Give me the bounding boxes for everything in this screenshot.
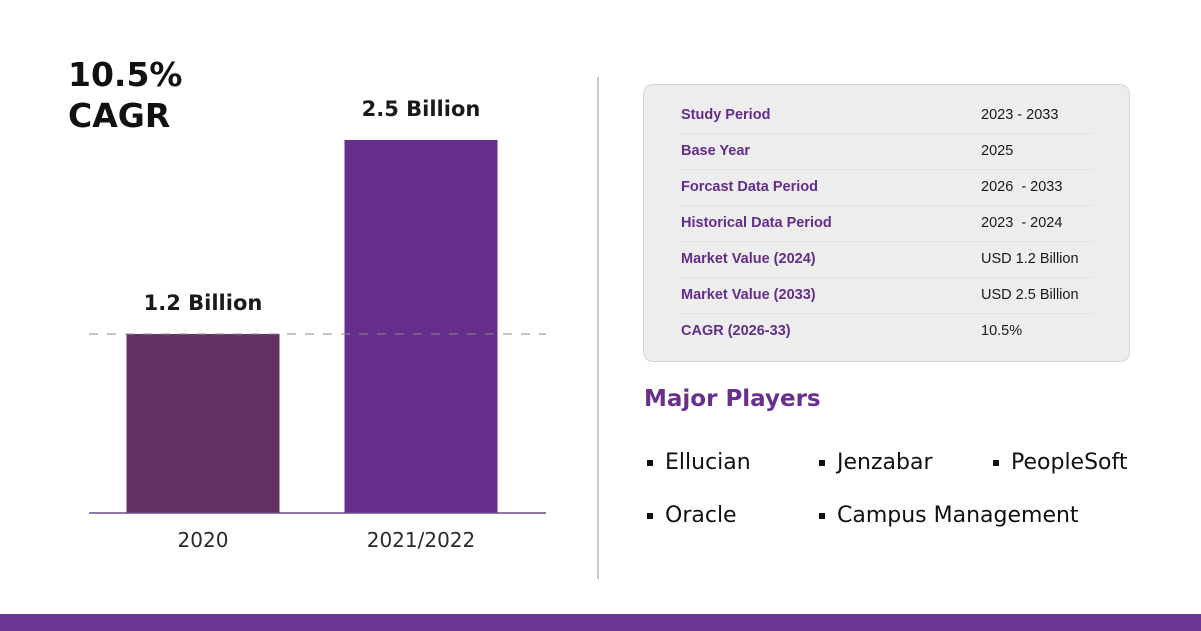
- bar: [344, 140, 498, 513]
- player-item: Ellucian: [647, 450, 751, 475]
- info-row: Historical Data Period 2023 - 2024: [681, 205, 1093, 242]
- player-item: PeopleSoft: [993, 450, 1128, 475]
- info-value: 10.5%: [981, 323, 1023, 339]
- bullet-icon: [819, 459, 825, 466]
- player-name: Oracle: [665, 503, 737, 528]
- player-name: PeopleSoft: [1011, 450, 1128, 475]
- info-row: CAGR (2026-33) 10.5%: [681, 313, 1093, 349]
- bar-chart: 1.2 Billion 2020 2.5 Billion 2021/2022: [89, 97, 546, 552]
- info-label: CAGR (2026-33): [681, 323, 791, 339]
- bullet-icon: [819, 512, 825, 519]
- vertical-divider: [597, 77, 599, 579]
- market-info-panel: Study Period 2023 - 2033 Base Year 2025 …: [643, 84, 1130, 362]
- cagr-headline: 10.5% CAGR: [68, 54, 183, 136]
- info-row: Market Value (2024) USD 1.2 Billion: [681, 241, 1093, 278]
- info-label: Market Value (2033): [681, 287, 816, 303]
- info-row: Base Year 2025: [681, 133, 1093, 170]
- info-row: Market Value (2033) USD 2.5 Billion: [681, 277, 1093, 314]
- data-label: 1.2 Billion: [144, 291, 263, 315]
- bullet-icon: [647, 512, 653, 519]
- info-label: Study Period: [681, 107, 771, 123]
- info-label: Historical Data Period: [681, 215, 832, 231]
- info-label: Base Year: [681, 143, 751, 159]
- info-label: Forcast Data Period: [681, 179, 818, 195]
- major-players-title: Major Players: [644, 386, 821, 412]
- bullet-icon: [647, 459, 653, 466]
- info-value: 2023 - 2033: [981, 107, 1059, 123]
- x-tick-label: 2020: [178, 528, 229, 552]
- footer-bar: [0, 614, 1201, 631]
- info-value: USD 1.2 Billion: [981, 251, 1079, 267]
- player-name: Campus Management: [837, 503, 1079, 528]
- bar: [126, 333, 280, 513]
- bullet-icon: [993, 459, 999, 466]
- info-row: Forcast Data Period 2026 - 2033: [681, 169, 1093, 206]
- x-tick-label: 2021/2022: [367, 528, 476, 552]
- info-value: 2026 - 2033: [981, 179, 1063, 195]
- info-label: Market Value (2024): [681, 251, 816, 267]
- data-label: 2.5 Billion: [362, 97, 481, 121]
- player-name: Ellucian: [665, 450, 751, 475]
- player-item: Campus Management: [819, 503, 1079, 528]
- info-value: 2023 - 2024: [981, 215, 1063, 231]
- info-value: USD 2.5 Billion: [981, 287, 1079, 303]
- info-row: Study Period 2023 - 2033: [681, 97, 1093, 134]
- player-name: Jenzabar: [837, 450, 933, 475]
- cagr-label: CAGR: [68, 96, 171, 135]
- player-item: Jenzabar: [819, 450, 933, 475]
- player-item: Oracle: [647, 503, 737, 528]
- cagr-value: 10.5%: [68, 55, 183, 94]
- info-value: 2025: [981, 143, 1014, 159]
